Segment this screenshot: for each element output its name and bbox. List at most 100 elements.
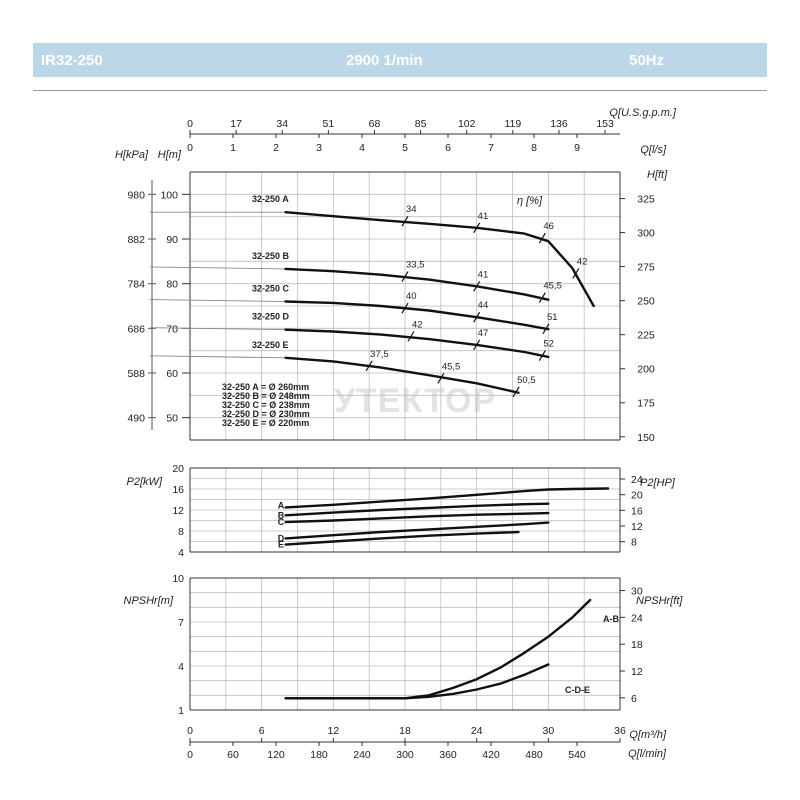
npsh-ft-tick-label: 24 — [631, 612, 643, 624]
efficiency-mark — [473, 281, 481, 292]
head-curve-label: 32-250 E — [252, 340, 289, 350]
efficiency-mark-label: 37,5 — [370, 349, 389, 360]
head-curve-label: 32-250 D — [252, 312, 290, 322]
top-outer-axis-label: Q[U.S.g.p.m.] — [609, 107, 677, 119]
power-curve-d — [284, 521, 550, 540]
top-outer-tick-label: 68 — [369, 118, 381, 130]
chart-header: IR32-250 2900 1/min 50Hz — [33, 43, 767, 77]
shutoff-guide-line — [149, 355, 286, 359]
impeller-diameter-label: 32-250 C = Ø 238mm — [222, 400, 310, 410]
efficiency-mark — [437, 373, 445, 384]
npsh-m-tick-label: 7 — [178, 617, 184, 629]
efficiency-mark-label: 50,5 — [517, 375, 536, 386]
efficiency-mark-label: 47 — [478, 328, 489, 339]
top-outer-tick-label: 102 — [458, 118, 476, 130]
efficiency-mark-label: 51 — [547, 312, 558, 323]
efficiency-mark-label: 52 — [543, 339, 554, 350]
impeller-diameter-label: 32-250 E = Ø 220mm — [222, 418, 309, 428]
head-ft-tick-label: 275 — [637, 262, 655, 274]
head-curve-label: 32-250 C — [252, 284, 290, 294]
power-hp-tick-label: 12 — [631, 521, 643, 533]
impeller-diameter-label: 32-250 D = Ø 230mm — [222, 409, 310, 419]
efficiency-mark — [538, 350, 546, 361]
efficiency-mark — [538, 232, 546, 244]
efficiency-mark-label: 41 — [478, 211, 489, 222]
top-inner-axis-label: Q[l/s] — [640, 144, 667, 156]
impeller-diameter-label: 32-250 B = Ø 248mm — [222, 391, 310, 401]
top-outer-tick-label: 51 — [323, 118, 335, 130]
head-curve-e — [284, 356, 520, 394]
power-hp-tick-label: 8 — [631, 537, 637, 549]
bottom-outer-tick-label: 420 — [482, 749, 500, 761]
head-kpa-tick-label: 686 — [127, 323, 145, 335]
top-inner-tick-label: 5 — [402, 142, 408, 154]
bottom-outer-tick-label: 120 — [267, 749, 285, 761]
bottom-inner-tick-label: 12 — [327, 725, 339, 737]
efficiency-mark-label: 33,5 — [406, 260, 425, 271]
top-inner-tick-label: 2 — [273, 142, 279, 154]
head-m-tick-label: 100 — [160, 189, 178, 201]
npsh-m-tick-label: 10 — [172, 573, 184, 585]
top-outer-tick-label: 119 — [504, 118, 521, 130]
head-ft-axis-label: H[ft] — [647, 169, 668, 181]
head-frame — [189, 171, 621, 441]
head-m-axis-label: H[m] — [158, 149, 182, 161]
shutoff-guide-line — [149, 266, 286, 270]
top-inner-tick-label: 0 — [187, 142, 193, 154]
npsh-curve-c-d-e — [284, 663, 550, 700]
head-m-tick-label: 60 — [166, 368, 178, 380]
power-kw-tick-label: 20 — [172, 463, 184, 475]
top-inner-tick-label: 7 — [488, 142, 494, 154]
npsh-ft-tick-label: 6 — [631, 693, 637, 705]
power-curve-label: A — [278, 500, 285, 510]
head-kpa-tick-label: 588 — [127, 368, 145, 380]
efficiency-mark — [473, 311, 481, 323]
head-m-tick-label: 50 — [166, 413, 178, 425]
efficiency-mark-label: 34 — [406, 204, 417, 215]
npsh-ft-tick-label: 30 — [631, 586, 643, 598]
top-outer-tick-label: 85 — [415, 118, 427, 130]
bottom-inner-tick-label: 6 — [259, 725, 265, 737]
head-curve-label: 32-250 B — [252, 251, 290, 261]
npsh-curve-label: C-D-E — [565, 685, 590, 695]
power-kw-tick-label: 4 — [178, 547, 184, 559]
efficiency-mark — [407, 331, 415, 342]
bottom-outer-tick-label: 540 — [568, 749, 586, 761]
bottom-outer-tick-label: 360 — [439, 749, 457, 761]
power-curve-label: B — [278, 510, 285, 520]
efficiency-mark — [473, 339, 481, 351]
efficiency-mark-label: 41 — [478, 269, 489, 280]
top-inner-tick-label: 1 — [230, 142, 236, 154]
efficiency-mark-label: 42 — [577, 256, 588, 267]
top-outer-tick-label: 0 — [187, 118, 193, 130]
efficiency-axis-label: η [%] — [517, 195, 543, 207]
bottom-outer-tick-label: 180 — [310, 749, 328, 761]
bottom-inner-tick-label: 30 — [542, 725, 554, 737]
efficiency-mark-label: 45,5 — [543, 281, 562, 292]
power-hp-tick-label: 16 — [631, 505, 643, 517]
head-horizontal-grid — [190, 193, 620, 419]
bottom-inner-tick-label: 24 — [471, 725, 483, 737]
power-curve-c — [284, 511, 550, 524]
head-ft-tick-label: 225 — [637, 330, 655, 342]
bottom-outer-axis-label: Q[l/min] — [628, 748, 667, 760]
bottom-outer-tick-label: 300 — [396, 749, 414, 761]
efficiency-mark — [572, 268, 580, 279]
efficiency-mark — [401, 271, 409, 282]
head-kpa-tick-label: 980 — [127, 189, 145, 201]
top-outer-tick-label: 153 — [596, 118, 614, 130]
frequency-title: 50Hz — [629, 52, 665, 69]
efficiency-mark — [473, 222, 481, 234]
top-outer-tick-label: 34 — [276, 118, 288, 130]
bottom-outer-tick-label: 480 — [525, 749, 543, 761]
npsh-vertical-grid — [225, 578, 585, 710]
power-kw-axis-label: P2[kW] — [127, 476, 163, 488]
head-m-tick-label: 90 — [166, 234, 178, 246]
bottom-inner-tick-label: 0 — [187, 725, 193, 737]
head-ft-tick-label: 175 — [637, 398, 655, 410]
head-m-tick-label: 70 — [166, 323, 178, 335]
efficiency-mark-label: 46 — [543, 221, 554, 232]
speed-title: 2900 1/min — [346, 52, 423, 69]
head-ft-tick-label: 250 — [637, 296, 655, 308]
